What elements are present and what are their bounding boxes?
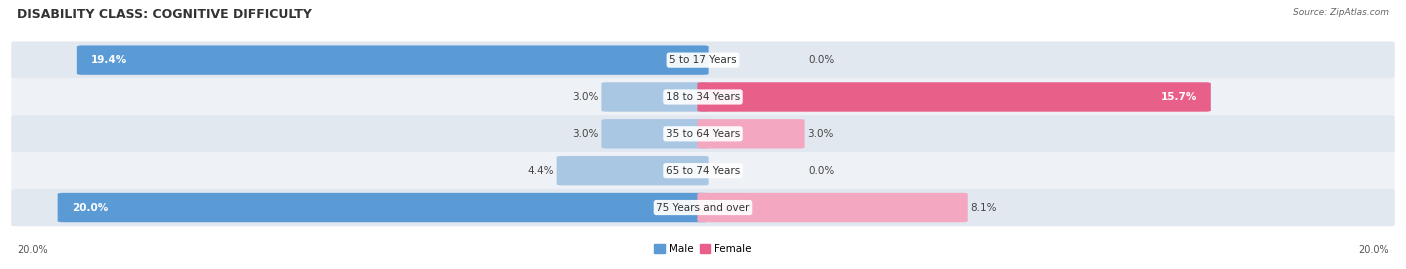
Text: 18 to 34 Years: 18 to 34 Years: [666, 92, 740, 102]
FancyBboxPatch shape: [697, 193, 967, 222]
Text: 5 to 17 Years: 5 to 17 Years: [669, 55, 737, 65]
FancyBboxPatch shape: [602, 82, 709, 112]
FancyBboxPatch shape: [602, 119, 709, 148]
FancyBboxPatch shape: [557, 156, 709, 185]
Text: DISABILITY CLASS: COGNITIVE DIFFICULTY: DISABILITY CLASS: COGNITIVE DIFFICULTY: [17, 8, 312, 21]
FancyBboxPatch shape: [11, 152, 1395, 189]
Text: 0.0%: 0.0%: [808, 55, 835, 65]
Text: 19.4%: 19.4%: [91, 55, 127, 65]
Text: 0.0%: 0.0%: [808, 166, 835, 176]
Text: 20.0%: 20.0%: [1358, 245, 1389, 255]
Text: 15.7%: 15.7%: [1160, 92, 1197, 102]
Text: 3.0%: 3.0%: [572, 129, 599, 139]
Text: 20.0%: 20.0%: [17, 245, 48, 255]
FancyBboxPatch shape: [58, 193, 709, 222]
Text: 65 to 74 Years: 65 to 74 Years: [666, 166, 740, 176]
Text: 3.0%: 3.0%: [807, 129, 834, 139]
FancyBboxPatch shape: [77, 45, 709, 75]
Text: 3.0%: 3.0%: [572, 92, 599, 102]
FancyBboxPatch shape: [11, 41, 1395, 79]
Text: Source: ZipAtlas.com: Source: ZipAtlas.com: [1294, 8, 1389, 17]
Legend: Male, Female: Male, Female: [650, 240, 756, 259]
FancyBboxPatch shape: [697, 82, 1211, 112]
FancyBboxPatch shape: [11, 189, 1395, 226]
FancyBboxPatch shape: [11, 115, 1395, 153]
Text: 35 to 64 Years: 35 to 64 Years: [666, 129, 740, 139]
Text: 20.0%: 20.0%: [72, 203, 108, 213]
Text: 75 Years and over: 75 Years and over: [657, 203, 749, 213]
Text: 4.4%: 4.4%: [527, 166, 554, 176]
FancyBboxPatch shape: [697, 119, 804, 148]
FancyBboxPatch shape: [11, 78, 1395, 116]
Text: 8.1%: 8.1%: [970, 203, 997, 213]
